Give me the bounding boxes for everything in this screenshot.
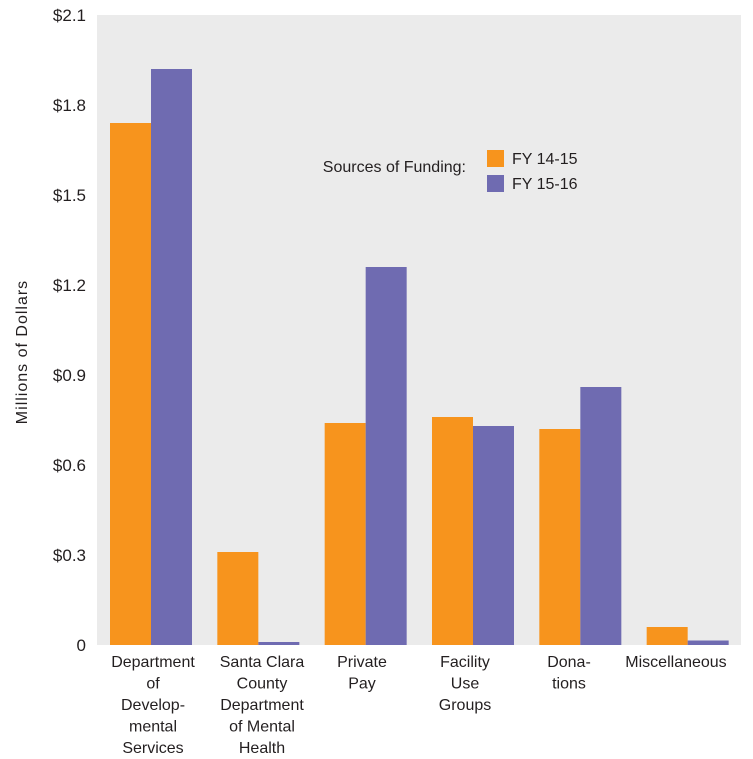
x-category-label: Facility Use Groups	[439, 654, 491, 714]
bar-fy15-16-cat0	[151, 69, 192, 645]
bar-fy14-15-cat2	[324, 423, 366, 645]
bar-fy14-15-cat5	[646, 627, 688, 645]
bar-fy15-16-cat1	[258, 642, 300, 645]
plot-background	[97, 15, 741, 645]
x-category-label-line: Department	[220, 697, 304, 714]
x-category-label-line: Develop-	[121, 697, 185, 714]
x-category-label-line: of	[146, 676, 160, 693]
x-category-label-line: Services	[122, 740, 183, 757]
legend-swatch	[487, 150, 504, 167]
y-tick-label: $1.8	[53, 96, 86, 115]
x-category-label-line: tions	[552, 676, 586, 693]
y-axis-ticks: 0 $0.3 $0.6 $0.9 $1.2 $1.5 $1.8 $2.1	[53, 6, 86, 655]
legend-title: Sources of Funding:	[323, 159, 466, 176]
x-category-label-line: Department	[111, 654, 195, 671]
x-category-label: Private Pay	[337, 654, 387, 693]
legend: Sources of Funding: FY 14-15 FY 15-16	[323, 150, 578, 193]
y-tick-label: $1.5	[53, 186, 86, 205]
x-category-label-line: Groups	[439, 697, 491, 714]
bar-fy14-15-cat3	[432, 417, 473, 645]
legend-label: FY 15-16	[512, 176, 578, 193]
y-tick-label: $0.3	[53, 546, 86, 565]
x-category-label-line: Miscellaneous	[625, 654, 726, 671]
bar-fy15-16-cat4	[580, 387, 622, 645]
x-category-label-line: mental	[129, 719, 177, 736]
x-category-label-line: Health	[239, 740, 285, 757]
bar-fy15-16-cat5	[687, 640, 729, 645]
bar-fy14-15-cat4	[539, 429, 581, 645]
legend-label: FY 14-15	[512, 151, 578, 168]
bar-fy14-15-cat0	[110, 123, 151, 645]
x-category-label-line: Santa Clara	[220, 654, 305, 671]
legend-swatch	[487, 175, 504, 192]
x-category-label-line: Dona-	[547, 654, 591, 671]
x-category-label: Miscellaneous	[625, 654, 726, 671]
x-category-label-line: Facility	[440, 654, 490, 671]
x-category-label-line: County	[237, 676, 288, 693]
x-category-label-line: Pay	[348, 676, 376, 693]
bars	[110, 69, 729, 645]
y-tick-label: $1.2	[53, 276, 86, 295]
x-category-label: Dona-tions	[547, 654, 591, 693]
y-tick-label: 0	[77, 636, 86, 655]
x-axis-category-labels: Department of Develop-mental Services Santa …	[111, 654, 726, 757]
bar-fy14-15-cat1	[217, 552, 259, 645]
bar-fy15-16-cat2	[365, 267, 407, 645]
x-category-label-line: Use	[451, 676, 480, 693]
bar-fy15-16-cat3	[473, 426, 514, 645]
x-category-label: Santa Clara County Department of Mental Heal…	[220, 654, 305, 757]
x-category-label-line: of Mental	[229, 719, 295, 736]
y-tick-label: $0.6	[53, 456, 86, 475]
y-axis-title: Millions of Dollars	[14, 280, 31, 424]
y-tick-label: $2.1	[53, 6, 86, 25]
x-category-label: Department of Develop-mental Services	[111, 654, 195, 757]
x-category-label-line: Private	[337, 654, 387, 671]
y-tick-label: $0.9	[53, 366, 86, 385]
